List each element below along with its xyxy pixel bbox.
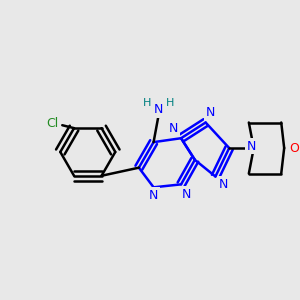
Text: N: N [247,140,256,153]
Text: H: H [142,98,151,108]
Text: N: N [219,178,228,191]
Text: N: N [154,103,163,116]
Text: N: N [181,188,191,201]
Text: N: N [149,189,158,202]
Text: H: H [166,98,175,108]
Text: O: O [289,142,299,154]
Text: Cl: Cl [46,117,59,130]
Text: N: N [206,106,215,119]
Text: N: N [169,122,178,135]
